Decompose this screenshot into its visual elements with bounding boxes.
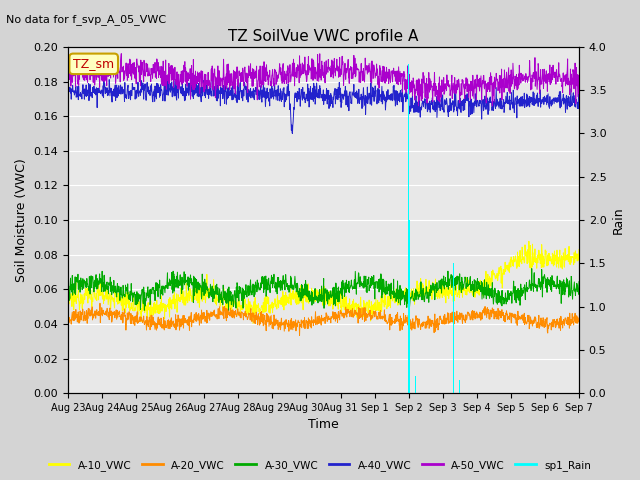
Bar	[408, 90, 409, 393]
Bar	[453, 350, 454, 393]
Bar	[408, 64, 409, 393]
Text: No data for f_svp_A_05_VWC: No data for f_svp_A_05_VWC	[6, 14, 166, 25]
Legend: A-10_VWC, A-20_VWC, A-30_VWC, A-40_VWC, A-50_VWC, sp1_Rain: A-10_VWC, A-20_VWC, A-30_VWC, A-40_VWC, …	[44, 456, 596, 475]
Bar	[409, 220, 410, 393]
Y-axis label: Rain: Rain	[612, 206, 625, 234]
X-axis label: Time: Time	[308, 419, 339, 432]
Bar	[409, 350, 410, 393]
Bar	[453, 264, 454, 393]
Bar	[452, 220, 453, 393]
Bar	[415, 376, 416, 393]
Y-axis label: Soil Moisture (VWC): Soil Moisture (VWC)	[15, 158, 28, 282]
Title: TZ SoilVue VWC profile A: TZ SoilVue VWC profile A	[228, 29, 419, 44]
Text: TZ_sm: TZ_sm	[73, 57, 115, 71]
